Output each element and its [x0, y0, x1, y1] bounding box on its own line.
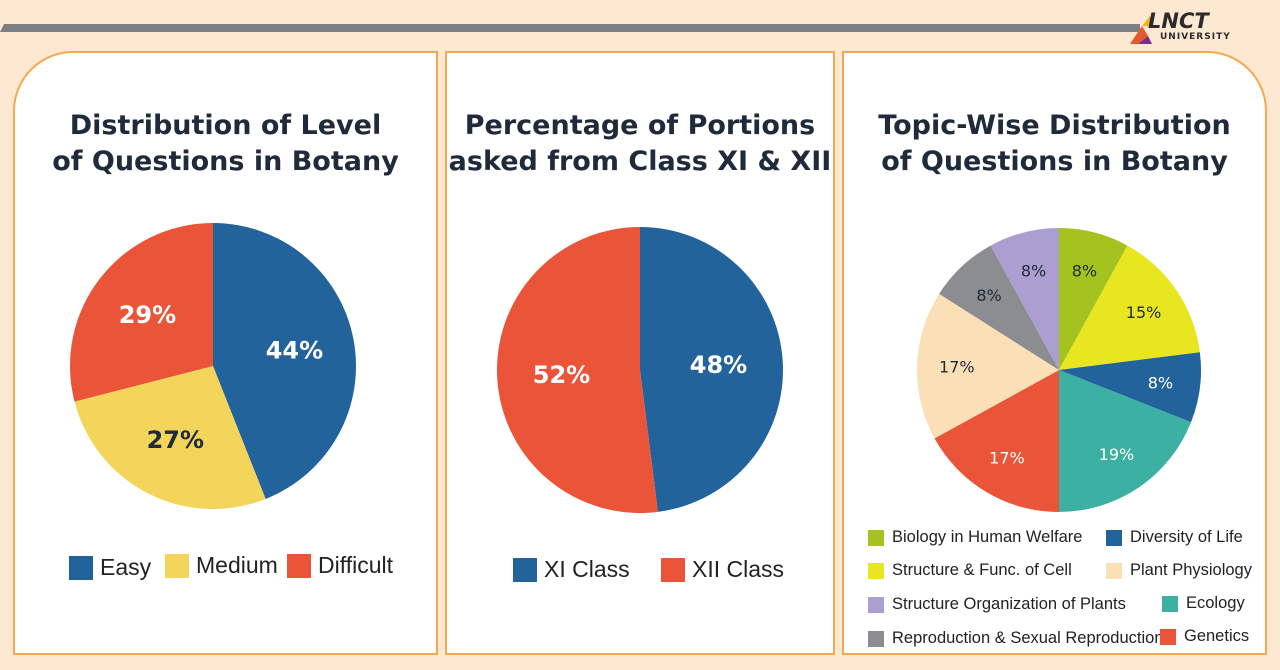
legend-label: Structure & Func. of Cell: [892, 561, 1072, 579]
chart-title-line: Topic-Wise Distribution: [878, 110, 1231, 141]
chart-title-line: of Questions in Botany: [52, 146, 399, 177]
legend-item-ecology: Ecology: [1162, 594, 1245, 613]
pie-slice-genetics: [934, 370, 1059, 512]
legend-item-reproduction: Reproduction & Sexual Reproduction: [868, 629, 1164, 648]
legend-label: Genetics: [1184, 627, 1250, 645]
brand-name: LNCT: [1148, 9, 1209, 33]
legend-label: Reproduction & Sexual Reproduction: [892, 629, 1164, 647]
pie-data-label-xii-class: 52%: [533, 361, 590, 389]
legend-label: Medium: [196, 552, 278, 578]
pie-data-label-medium: 27%: [147, 426, 204, 454]
legend-swatch: [1162, 595, 1178, 612]
legend-swatch: [287, 553, 311, 578]
chart-panel-topic: Topic-Wise Distribution of Questions in …: [842, 51, 1267, 655]
legend-item-medium: Medium: [165, 552, 278, 579]
legend-item-structure-organization-plants: Structure Organization of Plants: [868, 595, 1126, 614]
chart-title-line: Distribution of Level: [69, 110, 382, 141]
pie-data-label-reproduction-sexual-reproduction: 8%: [976, 286, 1001, 305]
legend-swatch: [165, 553, 189, 578]
legend-label: Plant Physiology: [1130, 561, 1252, 579]
brand-subtitle: UNIVERSITY: [1160, 32, 1231, 42]
legend-item-genetics: Genetics: [1160, 627, 1249, 646]
legend-label: XI Class: [544, 556, 630, 582]
pie-data-label-xi-class: 48%: [690, 351, 747, 379]
pie-chart-class: 48% 52%: [497, 227, 784, 513]
chart-title: Percentage of Portions asked from Class …: [447, 108, 833, 180]
legend-swatch: [513, 557, 537, 582]
legend-swatch: [661, 557, 685, 582]
legend-item-structure-func-cell: Structure & Func. of Cell: [868, 561, 1072, 580]
pie-data-label-ecology: 19%: [1099, 445, 1135, 464]
chart-title: Topic-Wise Distribution of Questions in …: [844, 108, 1265, 180]
brand-logo-icon: [1130, 16, 1154, 44]
legend-swatch: [868, 529, 884, 546]
pie-slice-plant-physiology: [917, 293, 1059, 439]
legend-item-xi-class: XI Class: [513, 556, 630, 583]
pie-slice-biology-in-human-welfare: [1059, 228, 1128, 370]
pie-data-label-biology-in-human-welfare: 8%: [1072, 261, 1097, 280]
legend-swatch: [1106, 562, 1122, 579]
pie-slice-reproduction-sexual-reproduction: [939, 245, 1059, 370]
legend-swatch: [868, 596, 884, 613]
chart-title: Distribution of Level of Questions in Bo…: [15, 108, 436, 180]
pie-slice-medium: [74, 366, 266, 509]
pie-data-label-structure-organization-of-plants: 8%: [1021, 261, 1046, 280]
pie-data-label-easy: 44%: [266, 336, 323, 364]
legend-swatch: [69, 555, 93, 580]
pie-slice-easy: [213, 223, 356, 499]
pie-slice-xi-class: [640, 227, 784, 512]
legend-item-difficult: Difficult: [287, 552, 393, 579]
chart-panel-level: Distribution of Level of Questions in Bo…: [13, 51, 438, 655]
chart-title-line: Percentage of Portions: [464, 110, 816, 141]
legend-item-biology-human-welfare: Biology in Human Welfare: [868, 528, 1082, 547]
chart-title-line: of Questions in Botany: [881, 146, 1228, 177]
legend-label: Structure Organization of Plants: [892, 595, 1126, 613]
pie-data-label-structure-func-of-cell: 15%: [1126, 303, 1162, 322]
top-divider-bar: [0, 24, 1140, 32]
legend-swatch: [868, 630, 884, 647]
pie-data-label-diversity-of-life: 8%: [1148, 373, 1173, 392]
legend-label: Ecology: [1186, 594, 1245, 612]
legend-item-diversity-of-life: Diversity of Life: [1106, 528, 1243, 547]
legend-label: Diversity of Life: [1130, 528, 1243, 546]
pie-slice-xii-class: [497, 227, 658, 513]
legend-label: Easy: [100, 554, 152, 580]
legend-label: Biology in Human Welfare: [892, 528, 1083, 546]
pie-chart-level: 44% 27% 29%: [69, 223, 356, 509]
pie-slice-ecology: [1059, 370, 1192, 512]
legend-item-plant-physiology: Plant Physiology: [1106, 561, 1252, 580]
legend-item-easy: Easy: [69, 554, 151, 581]
legend-item-xii-class: XII Class: [661, 556, 784, 583]
legend-label: Difficult: [318, 552, 393, 578]
chart-panel-class: Percentage of Portions asked from Class …: [445, 51, 835, 655]
chart-title-line: asked from Class XI & XII: [448, 146, 832, 177]
legend-swatch: [868, 562, 884, 579]
pie-data-label-difficult: 29%: [119, 301, 176, 329]
legend-swatch: [1106, 529, 1122, 546]
pie-slice-structure-func-of-cell: [1059, 245, 1200, 370]
pie-slice-diversity-of-life: [1059, 352, 1201, 423]
pie-data-label-genetics: 17%: [989, 449, 1025, 468]
pie-slice-difficult: [69, 223, 213, 402]
legend-swatch: [1160, 628, 1176, 645]
pie-data-label-plant-physiology: 17%: [939, 357, 975, 376]
pie-chart-topic: 8% 15% 8% 19% 17% 17% 8% 8%: [917, 228, 1201, 512]
legend-label: XII Class: [692, 556, 785, 582]
pie-slice-structure-organization-of-plants: [990, 228, 1059, 370]
